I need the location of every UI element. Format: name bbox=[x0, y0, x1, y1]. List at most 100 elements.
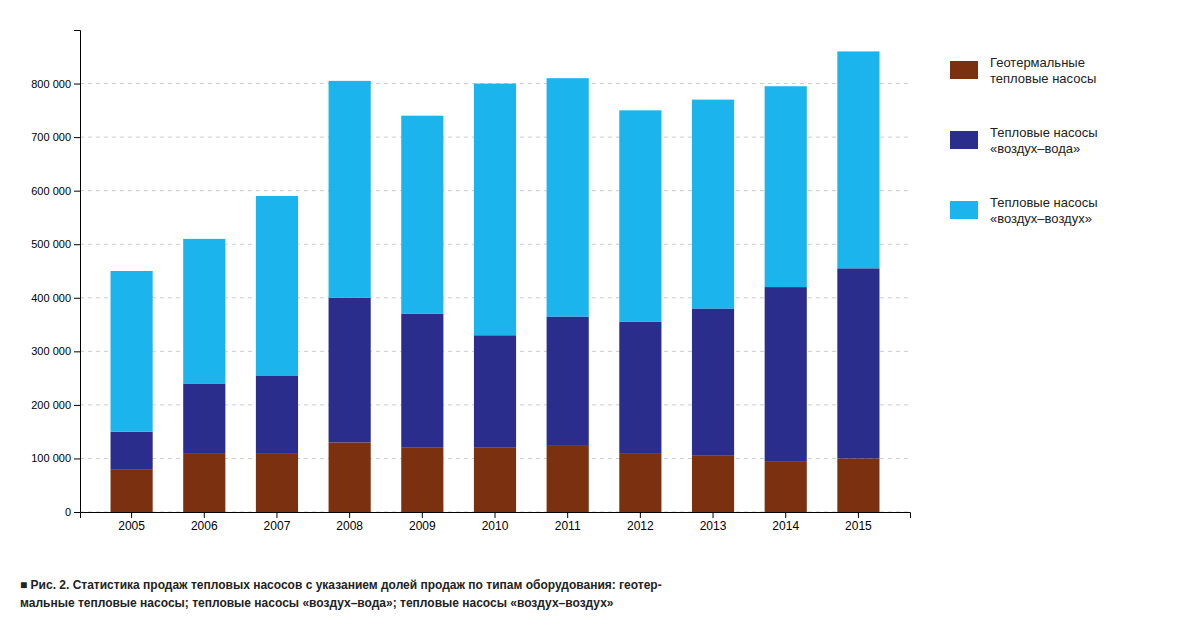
legend-label: Геотермальныетепловые насосы bbox=[990, 55, 1096, 86]
y-tick-label: 800 000 bbox=[31, 78, 71, 90]
legend-swatch bbox=[950, 201, 978, 219]
bar-segment bbox=[183, 239, 225, 384]
x-tick: 2007 bbox=[264, 512, 291, 533]
bar-segment bbox=[474, 335, 516, 447]
legend-item: Тепловые насосы«воздух–воздух» bbox=[950, 195, 1098, 226]
legend-item: Геотермальныетепловые насосы bbox=[950, 55, 1096, 86]
x-tick-label: 2006 bbox=[191, 519, 218, 533]
y-tick: 100 000 bbox=[31, 452, 80, 464]
series bbox=[111, 51, 880, 431]
legend-label-line: «воздух–вода» bbox=[990, 141, 1080, 156]
legend-label-line: Тепловые насосы bbox=[990, 125, 1098, 140]
y-tick: 300 000 bbox=[31, 345, 80, 357]
legend: Геотермальныетепловые насосы Тепловые нас… bbox=[950, 55, 1098, 226]
x-tick-label: 2007 bbox=[264, 519, 291, 533]
bar-segment bbox=[765, 86, 807, 287]
x-tick-mark bbox=[276, 512, 277, 518]
bar-segment bbox=[837, 458, 879, 512]
x-tick: 2006 bbox=[191, 512, 218, 533]
bar-segment bbox=[765, 461, 807, 512]
legend-label-line: Тепловые насосы bbox=[990, 195, 1098, 210]
x-tick-mark bbox=[785, 512, 786, 518]
legend-item: Тепловые насосы«воздух–вода» bbox=[950, 125, 1098, 156]
x-tick-label: 2009 bbox=[409, 519, 436, 533]
y-tick: 0 bbox=[65, 506, 80, 518]
x-tick: 2013 bbox=[700, 512, 727, 533]
x-tick-mark bbox=[567, 512, 568, 518]
y-axis: 0 100 000 200 000 300 000 400 000 500 000 600 … bbox=[31, 31, 80, 519]
y-tick-label: 500 000 bbox=[31, 238, 71, 250]
x-tick-label: 2010 bbox=[482, 519, 509, 533]
bar-segment bbox=[329, 81, 371, 298]
bar-segment bbox=[619, 322, 661, 453]
x-tick-mark bbox=[422, 512, 423, 518]
bar-segment bbox=[111, 432, 153, 469]
legend-label-line: тепловые насосы bbox=[990, 71, 1096, 86]
bar-segment bbox=[619, 110, 661, 322]
y-tick-mark bbox=[74, 244, 80, 245]
y-tick-mark bbox=[74, 191, 80, 192]
bar-segment bbox=[619, 453, 661, 512]
caption-line: ■ Рис. 2. Статистика продаж тепловых нас… bbox=[20, 578, 662, 592]
caption: ■ Рис. 2. Статистика продаж тепловых нас… bbox=[20, 578, 662, 610]
y-tick-label: 400 000 bbox=[31, 292, 71, 304]
bar-segment bbox=[474, 84, 516, 336]
x-tick-mark bbox=[495, 512, 496, 518]
caption-line: мальные тепловые насосы; тепловые насосы… bbox=[20, 596, 614, 610]
bar-segment bbox=[329, 298, 371, 443]
x-tick-label: 2012 bbox=[627, 519, 654, 533]
bar-segment bbox=[401, 314, 443, 448]
y-tick-mark bbox=[74, 512, 80, 513]
bar-segment bbox=[547, 78, 589, 316]
x-tick-mark bbox=[858, 512, 859, 518]
bar-segment bbox=[765, 287, 807, 461]
bar-segment bbox=[401, 116, 443, 314]
bar-segment bbox=[837, 51, 879, 268]
bars bbox=[111, 51, 880, 512]
x-tick: 2008 bbox=[336, 512, 363, 533]
x-tick-mark bbox=[349, 512, 350, 518]
legend-label-line: «воздух–воздух» bbox=[990, 211, 1092, 226]
x-tick-label: 2005 bbox=[118, 519, 145, 533]
y-tick-label: 0 bbox=[65, 506, 71, 518]
bar-segment bbox=[401, 448, 443, 512]
x-tick: 2009 bbox=[409, 512, 436, 533]
series bbox=[111, 442, 880, 512]
x-tick-mark bbox=[204, 512, 205, 518]
x-tick: 2014 bbox=[772, 512, 799, 533]
y-tick: 800 000 bbox=[31, 78, 80, 90]
bar-segment bbox=[256, 453, 298, 512]
x-tick: 2011 bbox=[555, 512, 581, 533]
y-tick-label: 600 000 bbox=[31, 185, 71, 197]
x-tick-label: 2014 bbox=[772, 519, 799, 533]
y-tick-mark bbox=[74, 137, 80, 138]
legend-swatch bbox=[950, 131, 978, 149]
x-tick-label: 2008 bbox=[336, 519, 363, 533]
bar-segment bbox=[692, 308, 734, 455]
x-tick-mark bbox=[131, 512, 132, 518]
bar-segment bbox=[474, 448, 516, 512]
bar-segment bbox=[256, 196, 298, 375]
bar-segment bbox=[111, 271, 153, 432]
legend-swatch bbox=[950, 61, 978, 79]
legend-label: Тепловые насосы«воздух–вода» bbox=[990, 125, 1098, 156]
y-tick-label: 300 000 bbox=[31, 345, 71, 357]
x-tick: 2010 bbox=[482, 512, 509, 533]
x-tick: 2015 bbox=[845, 512, 872, 533]
y-tick-label: 200 000 bbox=[31, 399, 71, 411]
x-tick-label: 2013 bbox=[700, 519, 727, 533]
x-tick: 2005 bbox=[118, 512, 145, 533]
x-axis-line bbox=[81, 513, 911, 519]
legend-label-line: Геотермальные bbox=[990, 55, 1085, 70]
y-tick: 400 000 bbox=[31, 292, 80, 304]
x-axis: 2005 2006 2007 2008 2009 2010 2011 2012 2013 2014… bbox=[81, 512, 911, 533]
x-tick-mark bbox=[713, 512, 714, 518]
y-axis-line bbox=[74, 31, 81, 513]
bar-segment bbox=[547, 317, 589, 446]
y-tick-mark bbox=[74, 84, 80, 85]
legend-label: Тепловые насосы«воздух–воздух» bbox=[990, 195, 1098, 226]
y-tick-mark bbox=[74, 351, 80, 352]
bar-segment bbox=[256, 375, 298, 453]
chart-root: 2005 2006 2007 2008 2009 2010 2011 2012 2013 2014… bbox=[0, 0, 1200, 637]
y-tick-label: 700 000 bbox=[31, 131, 71, 143]
